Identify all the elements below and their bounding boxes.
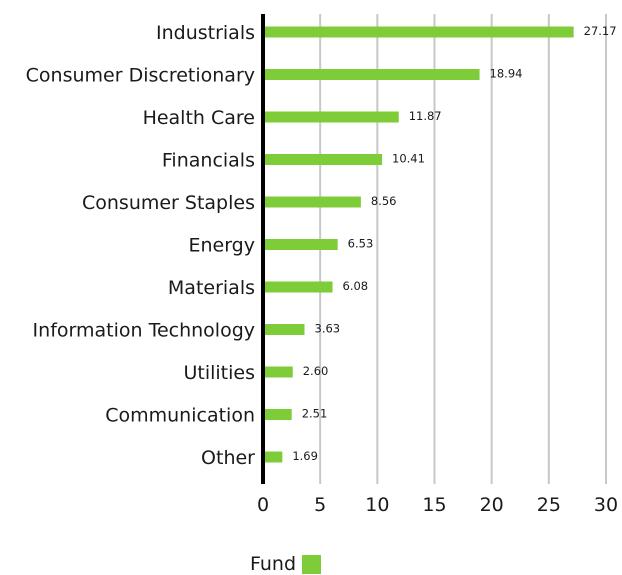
category-label: Health Care xyxy=(143,107,255,129)
category-label: Information Technology xyxy=(33,320,255,342)
bar xyxy=(263,69,480,80)
value-label: 8.56 xyxy=(371,194,397,208)
category-label: Financials xyxy=(162,150,255,172)
x-tick-labels: 0 5 10 15 20 25 30 xyxy=(257,494,618,516)
category-label: Utilities xyxy=(183,362,255,384)
value-label: 6.53 xyxy=(348,237,374,251)
bar xyxy=(263,111,399,123)
bar xyxy=(263,281,333,293)
value-labels: 27.17 18.94 11.87 10.41 8.56 6.53 6.08 3.63 2.60… xyxy=(292,24,616,463)
legend-label: Fund xyxy=(250,553,297,575)
value-label: 27.17 xyxy=(584,24,617,38)
category-label: Other xyxy=(201,447,255,469)
value-label: 1.69 xyxy=(292,449,318,463)
bar xyxy=(263,26,574,38)
bar xyxy=(263,239,338,250)
category-label: Consumer Staples xyxy=(82,192,255,214)
value-label: 18.94 xyxy=(490,67,523,81)
value-label: 2.51 xyxy=(302,407,328,421)
x-tick-label: 5 xyxy=(314,494,326,516)
bar xyxy=(263,451,283,463)
value-label: 2.60 xyxy=(303,364,329,378)
category-label: Consumer Discretionary xyxy=(26,65,255,87)
category-label: Materials xyxy=(168,277,255,299)
x-tick-label: 20 xyxy=(480,494,504,516)
x-tick-label: 25 xyxy=(537,494,561,516)
bar xyxy=(263,324,305,335)
category-label: Industrials xyxy=(156,22,255,44)
category-label: Energy xyxy=(188,235,255,257)
bar xyxy=(263,196,361,208)
bar xyxy=(263,366,293,378)
bar xyxy=(263,409,292,420)
category-labels: Industrials Consumer Discretionary Health … xyxy=(26,22,256,469)
value-label: 10.41 xyxy=(392,152,425,166)
legend: Fund xyxy=(250,553,322,575)
bars xyxy=(263,26,574,463)
value-label: 11.87 xyxy=(409,109,442,123)
x-tick-label: 10 xyxy=(365,494,389,516)
legend-swatch xyxy=(302,554,322,574)
x-tick-label: 15 xyxy=(422,494,446,516)
category-label: Communication xyxy=(105,405,255,427)
x-tick-label: 0 xyxy=(257,494,269,516)
gridlines xyxy=(319,14,607,484)
bar xyxy=(263,154,383,165)
value-label: 3.63 xyxy=(315,322,341,336)
value-label: 6.08 xyxy=(343,279,369,293)
x-tick-label: 30 xyxy=(594,494,618,516)
